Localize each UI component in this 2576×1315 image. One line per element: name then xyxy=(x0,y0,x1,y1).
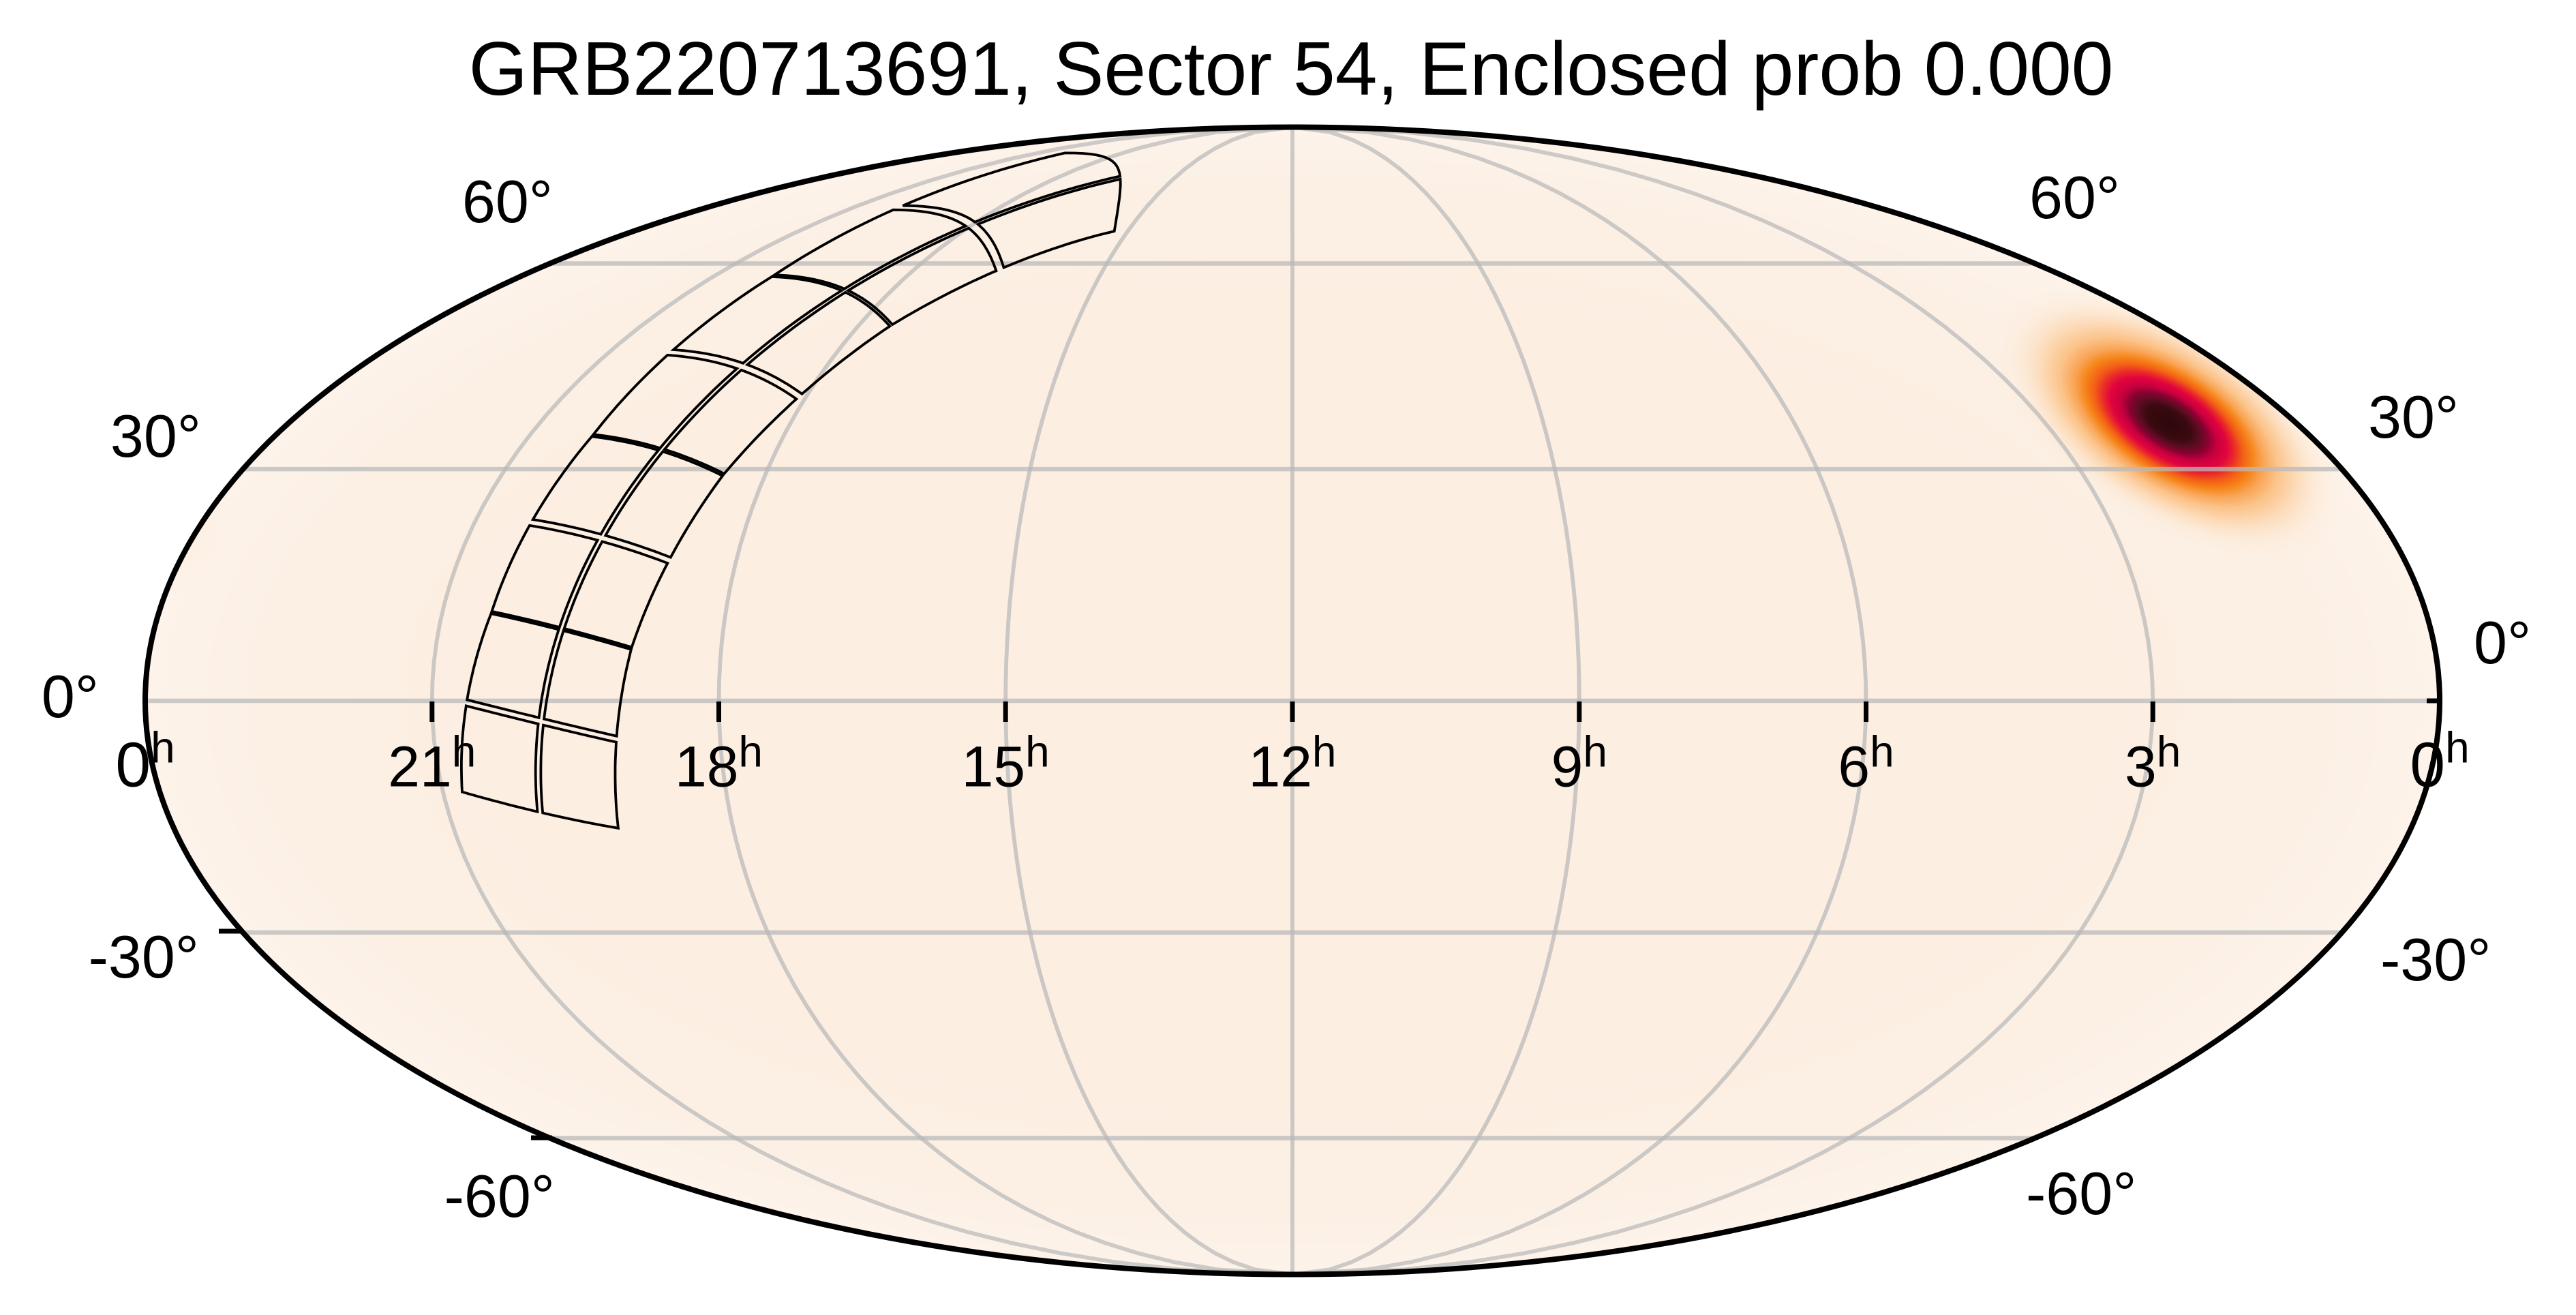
svg-text:-60°: -60° xyxy=(444,1162,555,1230)
svg-text:-30°: -30° xyxy=(2380,926,2491,993)
svg-text:30°: 30° xyxy=(110,402,201,470)
svg-text:-30°: -30° xyxy=(89,923,199,991)
svg-text:0°: 0° xyxy=(42,663,99,730)
svg-text:0°: 0° xyxy=(2474,609,2531,676)
svg-text:-60°: -60° xyxy=(2026,1160,2136,1227)
svg-text:12h: 12h xyxy=(1248,727,1336,799)
svg-text:60°: 60° xyxy=(2029,164,2120,231)
svg-text:60°: 60° xyxy=(462,168,553,235)
svg-text:GRB220713691, Sector 54, Enclo: GRB220713691, Sector 54, Enclosed prob 0… xyxy=(469,27,2114,111)
svg-text:30°: 30° xyxy=(2368,383,2459,451)
svg-text:3h: 3h xyxy=(2125,727,2181,799)
